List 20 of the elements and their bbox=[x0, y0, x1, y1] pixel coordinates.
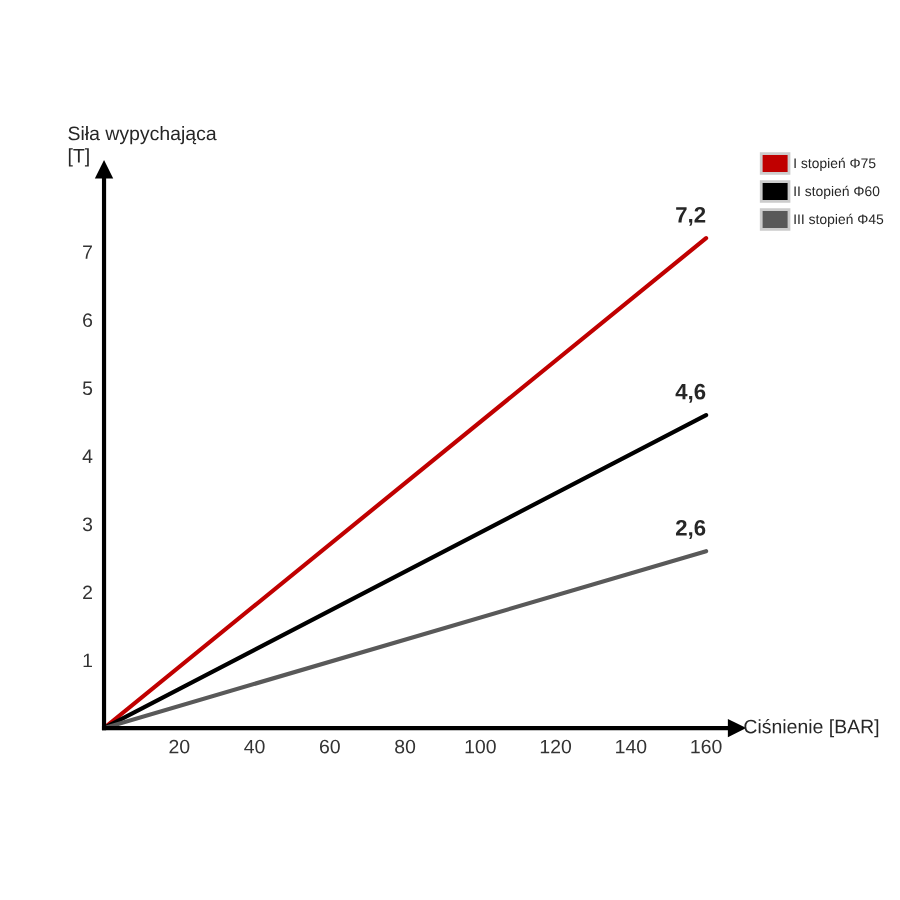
data-label: 7,2 bbox=[676, 206, 706, 226]
x-tick-label: 140 bbox=[616, 739, 647, 754]
y-tick-label: 6 bbox=[83, 313, 93, 328]
y-tick-label: 7 bbox=[83, 245, 92, 259]
data-label: 2,6 bbox=[675, 519, 706, 539]
y-tick-label: 1 bbox=[83, 653, 92, 668]
x-tick-label: 60 bbox=[319, 739, 340, 754]
y-tick-label: 2 bbox=[83, 585, 92, 600]
data-label: 4,6 bbox=[675, 383, 706, 403]
x-tick-label: 20 bbox=[169, 739, 190, 754]
x-tick-label: 100 bbox=[465, 739, 496, 754]
y-tick-label: 3 bbox=[82, 517, 93, 532]
x-tick-label: 160 bbox=[691, 739, 722, 754]
y-axis-title: Siła wypychająca [T] bbox=[68, 126, 217, 167]
x-tick-label: 40 bbox=[244, 739, 265, 754]
x-tick-label: 120 bbox=[540, 739, 572, 754]
x-axis-title: Ciśnienie [BAR] bbox=[744, 718, 879, 738]
x-tick-label: 80 bbox=[395, 739, 416, 754]
y-tick-label: 5 bbox=[82, 381, 93, 396]
y-tick-label: 4 bbox=[82, 449, 93, 463]
